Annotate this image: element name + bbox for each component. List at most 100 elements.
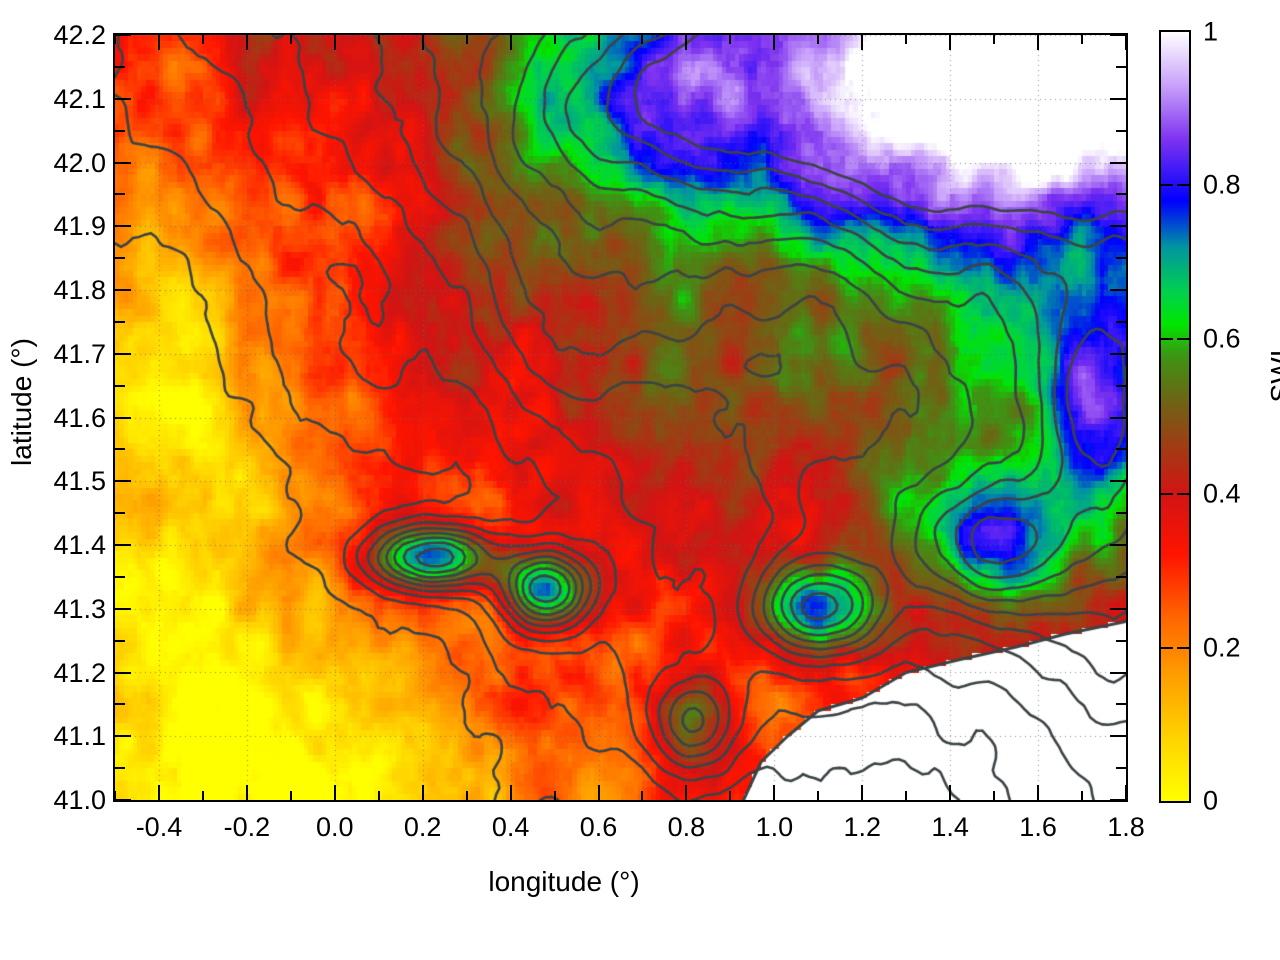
y-tick [1116, 639, 1126, 642]
y-tick [1116, 320, 1126, 323]
x-tick [553, 791, 556, 800]
x-tick [421, 35, 424, 50]
x-tick-label: 1.4 [931, 812, 969, 842]
colorbar-tick [1177, 338, 1189, 341]
y-tick [115, 416, 131, 419]
y-tick [1116, 257, 1126, 260]
x-tick [861, 785, 864, 800]
x-tick [817, 35, 820, 44]
colorbar-tick [1177, 492, 1189, 495]
x-tick [1037, 785, 1040, 800]
y-tick [1110, 544, 1126, 546]
x-tick [993, 791, 996, 800]
x-tick [1037, 35, 1040, 50]
y-tick [1116, 129, 1126, 132]
x-tick-label: 1.0 [755, 812, 794, 842]
x-tick [905, 791, 908, 800]
y-tick [1116, 703, 1126, 706]
swi-heatmap-canvas [115, 35, 1126, 800]
y-tick [115, 799, 131, 801]
x-tick [201, 35, 204, 44]
colorbar-tick [1161, 647, 1173, 650]
y-tick [1110, 97, 1126, 100]
colorbar-tick-label: 0.8 [1203, 169, 1241, 200]
x-tick [553, 35, 556, 44]
x-tick [773, 35, 776, 50]
x-tick [333, 785, 336, 800]
y-tick-label: 41.6 [53, 402, 106, 433]
y-tick [115, 480, 131, 483]
x-tick-label: 0.0 [316, 812, 354, 842]
x-tick [114, 791, 116, 800]
x-tick-label: 0.6 [579, 812, 618, 842]
y-tick [115, 735, 131, 738]
x-tick-label: -0.2 [223, 812, 271, 842]
x-tick-label: 0.4 [491, 812, 530, 842]
x-tick [729, 35, 732, 44]
colorbar-tick [1177, 647, 1189, 650]
y-tick [1110, 416, 1126, 419]
x-tick [509, 35, 512, 50]
y-tick-label: 42.0 [53, 147, 106, 178]
y-tick [115, 352, 131, 355]
x-tick [1125, 35, 1127, 50]
x-tick [685, 35, 688, 50]
colorbar-tick-label: 0.6 [1203, 323, 1241, 354]
colorbar-tick-label: 0.4 [1203, 478, 1241, 509]
x-tick-label: 1.8 [1107, 812, 1145, 842]
x-tick [289, 35, 292, 44]
x-tick [1081, 35, 1084, 44]
colorbar-group: 0 0.2 0.4 0.6 0.8 1 SWI [1159, 18, 1280, 814]
y-tick-label: 41.8 [53, 275, 106, 305]
y-tick [115, 289, 131, 291]
x-tick [817, 791, 820, 800]
x-tick [465, 791, 468, 800]
x-tick [333, 35, 336, 50]
x-tick [289, 791, 292, 800]
y-tick [1116, 448, 1126, 451]
y-tick [115, 767, 125, 770]
y-tick-label: 42.2 [53, 20, 106, 50]
y-tick-label: 42.1 [53, 83, 106, 114]
x-tick [861, 35, 864, 50]
y-tick [115, 671, 131, 674]
y-axis-title: latitude (°) [6, 338, 37, 466]
y-tick [115, 161, 131, 164]
x-tick [377, 35, 380, 44]
y-tick [1110, 799, 1126, 801]
x-tick-label: 0.2 [403, 812, 442, 842]
y-tick [115, 703, 125, 706]
y-tick [1110, 480, 1126, 483]
y-tick [1116, 512, 1126, 515]
x-tick [641, 35, 644, 44]
x-tick [993, 35, 996, 44]
y-tick [115, 512, 125, 515]
y-tick [115, 607, 131, 610]
y-tick [115, 97, 131, 100]
x-tick-label: -0.4 [135, 812, 183, 842]
x-tick [641, 791, 644, 800]
x-tick [1125, 785, 1127, 800]
y-tick [1110, 735, 1126, 738]
x-tick [509, 785, 512, 800]
y-tick [115, 544, 131, 546]
x-tick [685, 785, 688, 800]
map-plot-area [113, 33, 1128, 802]
x-tick [114, 35, 116, 44]
y-tick [115, 129, 125, 132]
y-tick [1110, 352, 1126, 355]
colorbar-tick [1161, 338, 1173, 341]
y-tick-label: 41.9 [53, 211, 106, 242]
x-tick [597, 785, 600, 800]
colorbar-title: SWI [1265, 349, 1280, 403]
colorbar-tick [1161, 492, 1173, 495]
y-tick [1116, 384, 1126, 387]
y-tick-label: 41.7 [53, 338, 106, 369]
y-tick [115, 34, 131, 36]
x-tick [421, 785, 424, 800]
colorbar-tick-label: 1 [1203, 16, 1219, 47]
x-tick [1081, 791, 1084, 800]
colorbar-tick [1177, 183, 1189, 186]
x-tick [245, 785, 248, 800]
